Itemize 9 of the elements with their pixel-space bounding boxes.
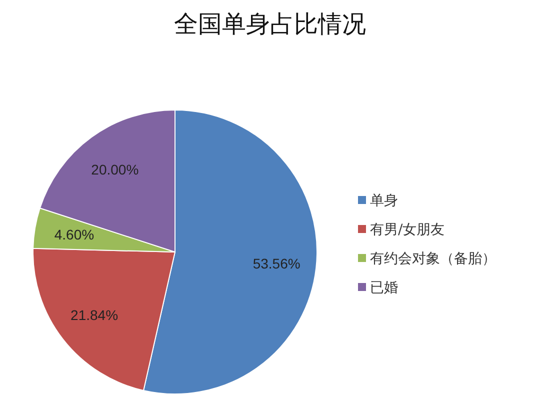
- legend-label: 有约会对象（备胎）: [370, 251, 496, 267]
- legend-label: 单身: [370, 193, 398, 209]
- chart-title: 全国单身占比情况: [174, 10, 366, 38]
- data-label: 21.84%: [70, 306, 118, 323]
- data-label: 4.60%: [54, 226, 94, 243]
- data-label: 53.56%: [252, 255, 300, 272]
- legend-label: 有男/女朋友: [370, 222, 445, 238]
- data-label: 20.00%: [91, 161, 139, 178]
- legend-label: 已婚: [370, 280, 398, 296]
